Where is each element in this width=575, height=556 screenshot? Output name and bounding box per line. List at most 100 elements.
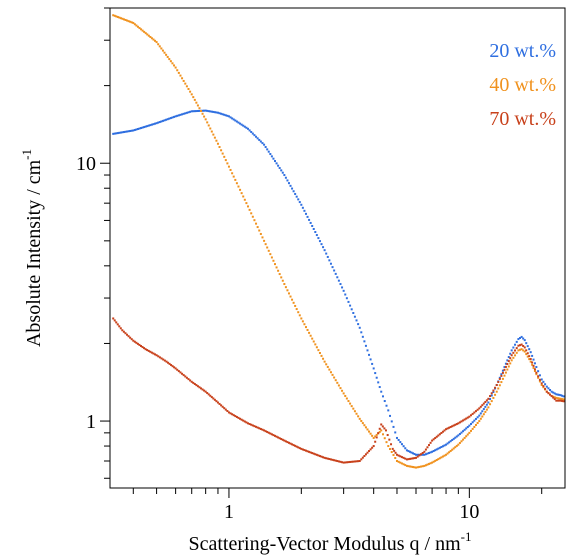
data-point — [519, 344, 522, 347]
data-point — [331, 266, 334, 269]
data-point — [165, 118, 168, 121]
data-point — [218, 146, 221, 149]
data-point — [113, 14, 116, 17]
data-point — [492, 389, 495, 392]
x-axis-label-exponent: -1 — [461, 529, 472, 544]
data-point — [522, 349, 525, 352]
data-point — [221, 405, 224, 408]
data-point — [317, 349, 320, 352]
data-point — [553, 396, 556, 399]
data-point — [440, 446, 443, 449]
data-point — [434, 459, 437, 462]
data-point — [438, 457, 441, 460]
data-point — [298, 314, 301, 317]
data-point — [408, 457, 411, 460]
data-point — [538, 380, 541, 383]
data-point — [458, 432, 461, 435]
data-point — [143, 30, 146, 33]
data-point — [195, 110, 198, 113]
data-point — [234, 415, 237, 418]
data-point — [473, 411, 476, 414]
data-point — [394, 451, 397, 454]
data-point — [115, 321, 118, 324]
data-point — [294, 192, 297, 195]
data-point — [144, 32, 147, 35]
data-point — [161, 49, 164, 52]
data-point — [452, 447, 455, 450]
data-point — [306, 215, 309, 218]
data-point — [126, 19, 129, 22]
data-point — [490, 400, 493, 403]
data-point — [562, 400, 565, 403]
data-point — [229, 116, 232, 119]
data-point — [561, 399, 564, 402]
data-point — [133, 340, 136, 343]
data-point — [415, 456, 418, 459]
data-point — [341, 286, 344, 289]
data-point — [231, 172, 234, 175]
data-point — [176, 114, 179, 117]
data-point — [503, 368, 506, 371]
data-point — [311, 337, 314, 340]
data-point — [263, 239, 266, 242]
data-point — [476, 408, 479, 411]
data-point — [201, 112, 204, 115]
data-point — [415, 453, 418, 456]
data-point — [504, 365, 507, 368]
data-point — [336, 460, 339, 463]
data-point — [152, 123, 155, 126]
data-point — [304, 326, 307, 329]
data-point — [544, 387, 547, 390]
data-point — [169, 60, 172, 63]
data-point — [520, 335, 523, 338]
data-point — [192, 110, 195, 113]
data-point — [250, 212, 253, 215]
data-point — [231, 413, 234, 416]
data-point — [243, 198, 246, 201]
data-point — [336, 276, 339, 279]
data-point — [526, 355, 529, 358]
data-point — [184, 375, 187, 378]
data-point — [528, 358, 531, 361]
data-point — [287, 441, 290, 444]
data-point — [471, 412, 474, 415]
data-point — [291, 298, 294, 301]
x-tick-label: 10 — [459, 501, 479, 523]
data-point — [130, 129, 133, 132]
data-point — [420, 453, 423, 456]
data-point — [141, 29, 144, 32]
data-point — [528, 355, 531, 358]
data-point — [434, 437, 437, 440]
data-point — [400, 456, 403, 459]
data-point — [266, 148, 269, 151]
data-point — [112, 317, 115, 320]
data-point — [372, 367, 375, 370]
data-point — [269, 432, 272, 435]
data-point — [149, 35, 152, 38]
data-point — [478, 420, 481, 423]
data-point — [451, 448, 454, 451]
data-point — [240, 123, 243, 126]
data-point — [446, 452, 449, 455]
data-point — [210, 396, 213, 399]
data-point — [269, 253, 272, 256]
data-point — [155, 354, 158, 357]
data-point — [485, 403, 488, 406]
data-point — [223, 113, 226, 116]
data-point — [112, 132, 115, 135]
data-point — [303, 449, 306, 452]
data-point — [484, 410, 487, 413]
data-point — [552, 391, 555, 394]
data-point — [162, 358, 165, 361]
data-point — [387, 409, 390, 412]
data-point — [255, 222, 258, 225]
data-point — [540, 383, 543, 386]
data-point — [207, 393, 210, 396]
data-point — [435, 448, 438, 451]
x-axis-label: Scattering-Vector Modulus q / nm-1 — [188, 529, 471, 555]
data-point — [289, 295, 292, 298]
data-point — [237, 121, 240, 124]
data-point — [209, 110, 212, 113]
legend: 20 wt.% 40 wt.% 70 wt.% — [489, 40, 556, 130]
data-point — [154, 353, 157, 356]
